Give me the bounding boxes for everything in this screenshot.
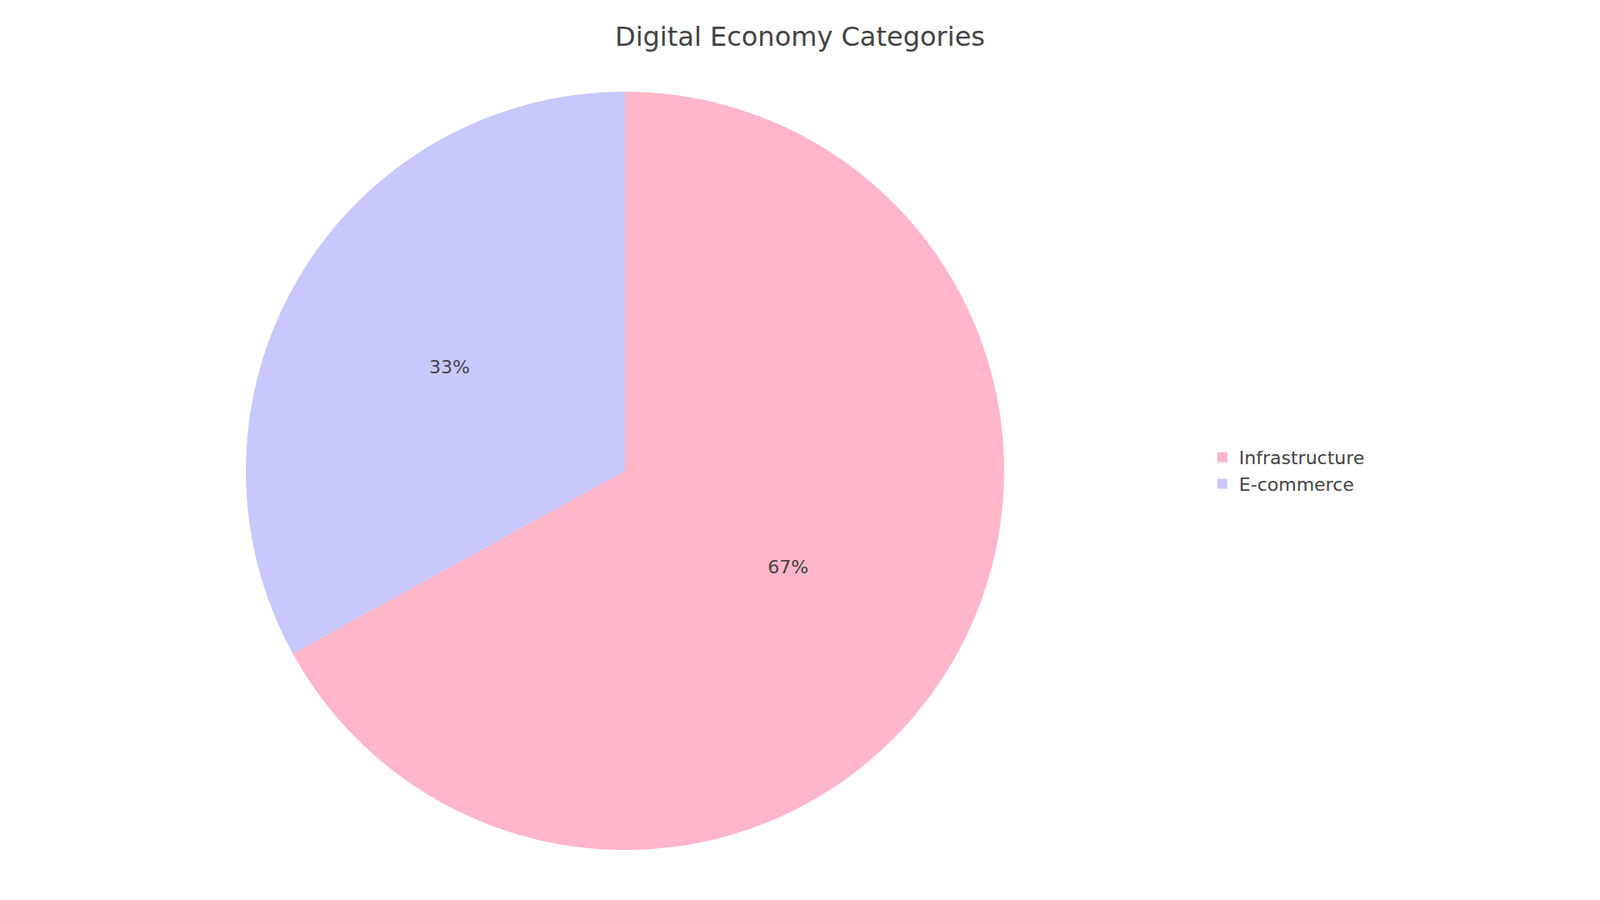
svg-text:E-commerce: E-commerce	[1239, 474, 1355, 495]
svg-text:Digital Economy Categories: Digital Economy Categories	[615, 20, 985, 53]
svg-text:33%: 33%	[429, 356, 470, 378]
svg-text:Infrastructure: Infrastructure	[1239, 447, 1365, 469]
svg-text:67%: 67%	[767, 556, 809, 578]
